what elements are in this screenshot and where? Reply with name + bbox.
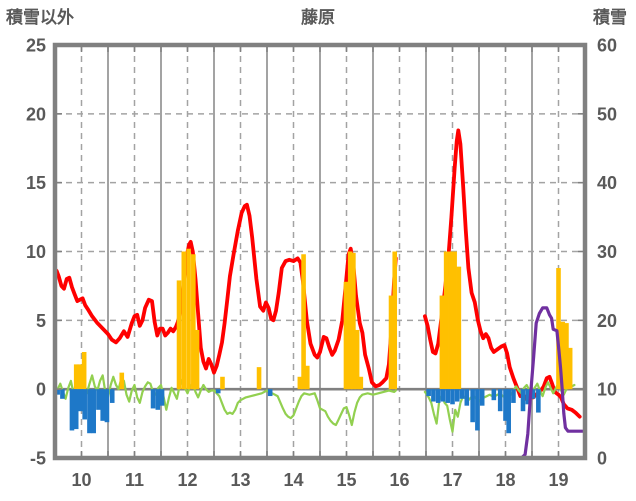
right-axis-tick-label: 30: [597, 242, 617, 262]
x-axis-tick-label: 16: [389, 470, 409, 490]
orange-bars-series: [73, 248, 573, 390]
right-axis-title: 積雪: [593, 8, 627, 27]
right-axis-tick-label: 50: [597, 104, 617, 124]
right-axis-tick-label: 60: [597, 36, 617, 56]
x-axis-tick-label: 17: [442, 470, 462, 490]
left-axis-tick-label: -5: [30, 449, 46, 469]
right-axis-tick-label: 10: [597, 380, 617, 400]
right-axis-tick-label: 0: [597, 449, 607, 469]
x-axis-tick-label: 15: [336, 470, 356, 490]
red-line-series: [53, 128, 582, 419]
x-axis-tick-label: 13: [230, 470, 250, 490]
left-axis-title: 積雪以外: [6, 8, 74, 27]
left-axis-tick-label: 25: [26, 36, 46, 56]
axis-ticks: [54, 44, 586, 459]
left-axis-tick-label: 0: [36, 380, 46, 400]
left-axis-tick-label: 15: [26, 173, 46, 193]
blue-bars-series: [55, 389, 541, 434]
right-axis-tick-label: 20: [597, 311, 617, 331]
x-axis-tick-label: 14: [283, 470, 303, 490]
x-axis-tick-label: 11: [125, 470, 144, 490]
left-axis-tick-label: 5: [36, 311, 46, 331]
x-axis-tick-label: 18: [495, 470, 515, 490]
green-line-series: [53, 371, 576, 433]
x-axis-tick-label: 19: [548, 470, 568, 490]
left-axis-tick-label: 10: [26, 242, 46, 262]
left-axis-tick-label: 20: [26, 104, 46, 124]
chart-title: 藤原: [301, 8, 335, 27]
x-axis-tick-label: 10: [71, 470, 91, 490]
x-axis-tick-label: 12: [177, 470, 197, 490]
right-axis-tick-label: 40: [597, 173, 617, 193]
